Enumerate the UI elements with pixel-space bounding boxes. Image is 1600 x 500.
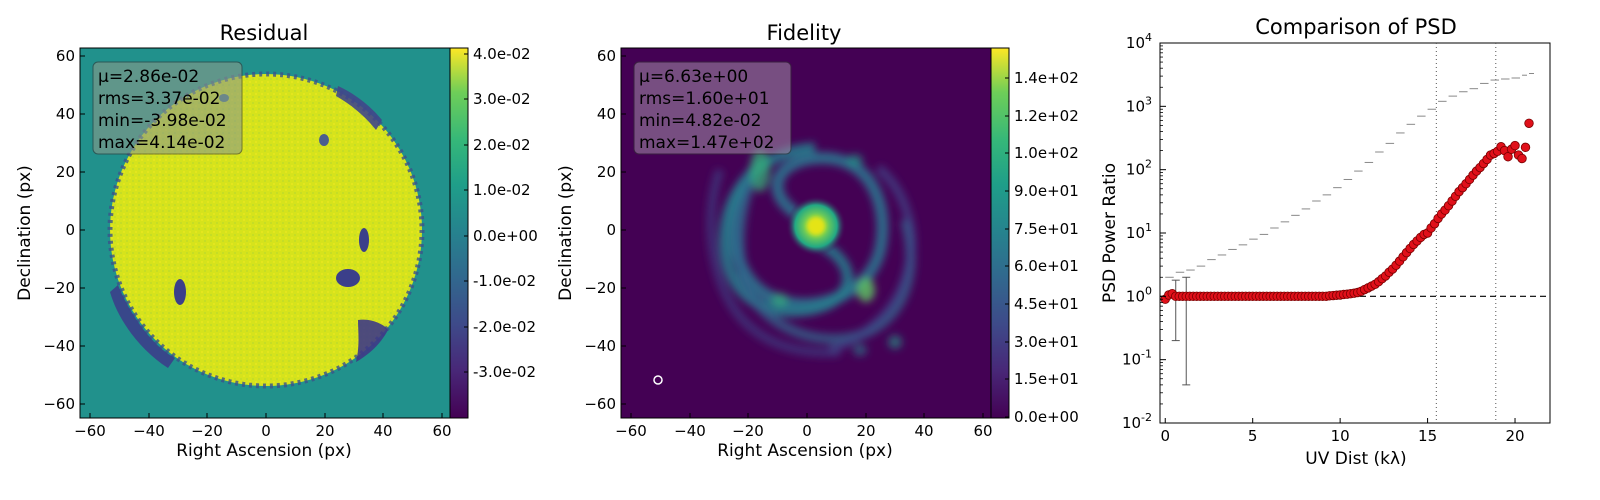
psd-ylabel: PSD Power Ratio	[1100, 163, 1120, 303]
fidelity-cbar-tick: 9.0e+01	[1014, 182, 1079, 200]
psd-ytick: 104	[1126, 31, 1152, 52]
fidelity-y-axis: 60 40 20 0 −20 −40 −60 Declination (px)	[556, 47, 626, 413]
residual-ytick: 40	[56, 105, 75, 123]
residual-cbar-tick: -3.0e-02	[473, 363, 536, 381]
fidelity-stat-max: max=1.47e+02	[639, 133, 774, 153]
residual-xtick: −40	[133, 422, 165, 440]
residual-xtick: 20	[315, 422, 334, 440]
residual-ytick: 0	[65, 221, 75, 239]
psd-xlabel: UV Dist (kλ)	[1305, 449, 1406, 469]
fidelity-cbar-tick: 1.5e+01	[1014, 370, 1079, 388]
residual-ytick: 60	[56, 47, 75, 65]
psd-ytick: 100	[1126, 284, 1152, 305]
fidelity-ytick: −20	[584, 279, 616, 297]
residual-cbar-tick: -1.0e-02	[473, 272, 536, 290]
residual-cbar-tick: 4.0e-02	[473, 45, 531, 63]
psd-xtick: 5	[1248, 427, 1258, 445]
residual-stat-min: min=-3.98e-02	[98, 111, 227, 131]
fidelity-xtick: −40	[674, 422, 706, 440]
psd-plot-area	[1159, 42, 1551, 424]
psd-ytick: 10-2	[1122, 411, 1152, 432]
psd-xtick: 0	[1160, 427, 1170, 445]
residual-cbar-tick: 2.0e-02	[473, 136, 531, 154]
psd-point	[1520, 142, 1531, 153]
residual-title: Residual	[220, 21, 309, 45]
fidelity-xtick: 60	[973, 422, 992, 440]
residual-stat-rms: rms=3.37e-02	[98, 89, 220, 109]
residual-cbar-tick: 3.0e-02	[473, 90, 531, 108]
fidelity-stat-mu: μ=6.63e+00	[639, 67, 748, 87]
fidelity-stat-min: min=4.82e-02	[639, 111, 761, 131]
psd-xtick: 20	[1505, 427, 1524, 445]
psd-title: Comparison of PSD	[1255, 15, 1457, 39]
residual-xtick: −60	[74, 422, 106, 440]
fidelity-cbar-tick: 6.0e+01	[1014, 257, 1079, 275]
fidelity-ylabel: Declination (px)	[556, 165, 576, 301]
residual-ytick: −40	[43, 337, 75, 355]
fidelity-cbar-tick: 7.5e+01	[1014, 220, 1079, 238]
fidelity-xlabel: Right Ascension (px)	[717, 441, 893, 461]
fidelity-cbar-tick: 1.2e+02	[1014, 107, 1079, 125]
residual-ytick: −60	[43, 395, 75, 413]
fidelity-title: Fidelity	[767, 21, 842, 45]
psd-xtick: 10	[1331, 427, 1350, 445]
residual-cbar-tick: -2.0e-02	[473, 318, 536, 336]
fidelity-ytick: 60	[597, 47, 616, 65]
psd-xtick: 15	[1418, 427, 1437, 445]
residual-cbar-tick: 1.0e-02	[473, 181, 531, 199]
residual-stat-mu: μ=2.86e-02	[98, 67, 199, 87]
fidelity-ytick: 40	[597, 105, 616, 123]
psd-ytick: 103	[1126, 94, 1152, 115]
fidelity-xtick: 20	[856, 422, 875, 440]
residual-y-axis: 60 40 20 0 −20 −40 −60 Declination (px)	[15, 47, 85, 413]
fidelity-stats-box: μ=6.63e+00 rms=1.60e+01 min=4.82e-02 max…	[633, 61, 792, 155]
residual-x-axis: −60 −40 −20 0 20 40 60 Right Ascension (…	[74, 413, 452, 461]
fidelity-ytick: 20	[597, 163, 616, 181]
residual-ylabel: Declination (px)	[15, 165, 35, 301]
fidelity-xtick: −60	[615, 422, 647, 440]
psd-point	[1510, 140, 1520, 151]
psd-ytick: 101	[1126, 221, 1152, 242]
galaxy-arms	[706, 142, 916, 357]
psd-point	[1503, 152, 1513, 162]
residual-image	[80, 48, 450, 418]
fidelity-cbar-tick: 4.5e+01	[1014, 295, 1079, 313]
fidelity-colorbar: 1.4e+02 1.2e+02 1.0e+02 9.0e+01 7.5e+01 …	[990, 47, 1079, 426]
fidelity-xtick: −20	[732, 422, 764, 440]
fidelity-cbar-tick: 1.0e+02	[1014, 144, 1079, 162]
residual-colorbar: 4.0e-02 3.0e-02 2.0e-02 1.0e-02 0.0e+00 …	[449, 45, 538, 419]
fidelity-xtick: 0	[802, 422, 812, 440]
residual-xtick: 0	[261, 422, 271, 440]
residual-stat-max: max=4.14e-02	[98, 133, 225, 153]
fidelity-ytick: −60	[584, 395, 616, 413]
fidelity-panel: Fidelity μ=6.63e+00	[556, 21, 1079, 461]
psd-axes: 0 5 10 15 20 104 103 102 101 100 10-1 10-2	[1122, 31, 1525, 445]
fidelity-cbar-tick: 3.0e+01	[1014, 333, 1079, 351]
residual-xlabel: Right Ascension (px)	[176, 441, 352, 461]
fidelity-x-axis: −60 −40 −20 0 20 40 60 Right Ascension (…	[615, 413, 993, 461]
residual-ytick: −20	[43, 279, 75, 297]
psd-panel: Comparison of PSD 0 5 10 15 20 104 103 102 101 10…	[1100, 15, 1551, 469]
beam-ellipse	[653, 375, 663, 385]
fidelity-ytick: −40	[584, 337, 616, 355]
fidelity-stat-rms: rms=1.60e+01	[639, 89, 770, 109]
residual-xtick: 60	[432, 422, 451, 440]
psd-point	[1524, 118, 1534, 128]
residual-xtick: 40	[373, 422, 392, 440]
psd-ytick: 102	[1126, 158, 1152, 179]
fidelity-cbar-tick: 1.4e+02	[1014, 69, 1079, 87]
residual-ytick: 20	[56, 163, 75, 181]
fidelity-ytick: 0	[606, 221, 616, 239]
psd-point	[1517, 153, 1527, 164]
residual-xtick: −20	[191, 422, 223, 440]
fidelity-cbar-tick: 0.0e+00	[1014, 408, 1079, 426]
residual-stats-box: μ=2.86e-02 rms=3.37e-02 min=-3.98e-02 ma…	[92, 61, 243, 155]
fidelity-xtick: 40	[914, 422, 933, 440]
psd-plot-layer	[1160, 43, 1550, 423]
residual-cbar-tick: 0.0e+00	[473, 227, 538, 245]
psd-ytick: 10-1	[1122, 348, 1152, 369]
residual-panel: Residual μ=2.86e-02 rms=3.37e-02 min=-3.…	[15, 21, 538, 461]
